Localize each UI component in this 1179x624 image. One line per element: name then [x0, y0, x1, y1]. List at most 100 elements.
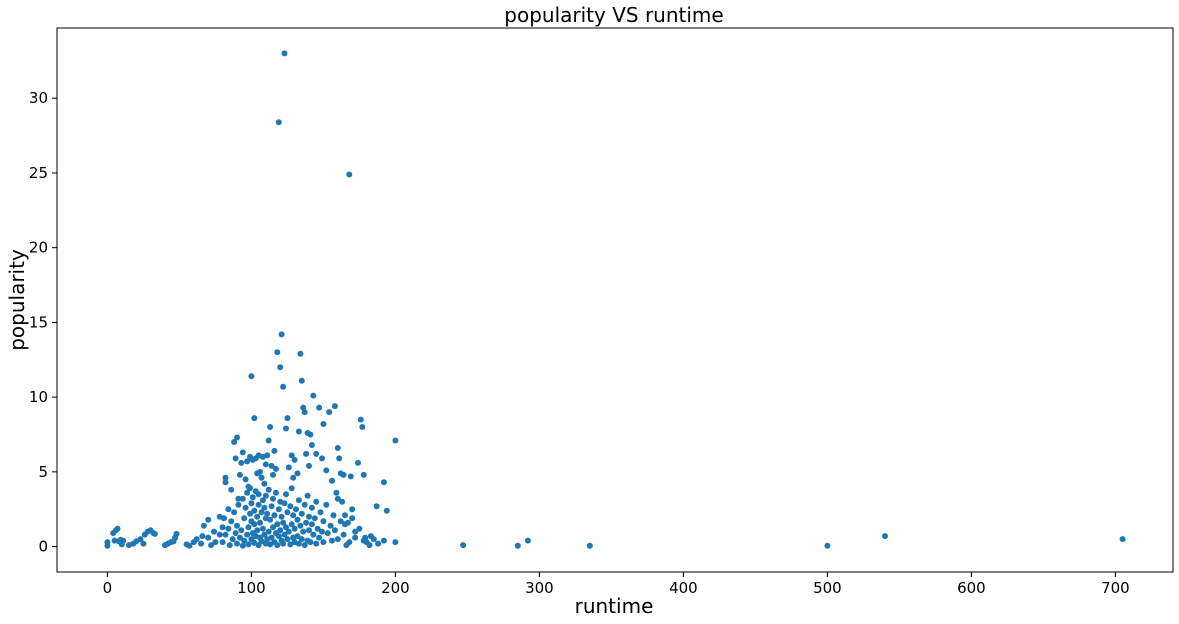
data-point	[239, 542, 246, 549]
data-point	[288, 452, 295, 459]
data-point	[281, 531, 288, 538]
data-point	[265, 437, 272, 444]
data-point	[244, 531, 251, 538]
data-point	[231, 509, 238, 516]
data-point	[248, 500, 255, 507]
data-point	[287, 503, 294, 510]
data-point	[352, 528, 359, 535]
data-point	[304, 492, 311, 499]
data-point	[357, 416, 364, 423]
data-point	[242, 504, 249, 511]
data-point	[235, 495, 242, 502]
data-point	[356, 525, 363, 532]
data-point	[334, 445, 341, 451]
data-point	[229, 536, 236, 543]
data-point	[297, 350, 304, 357]
y-tick-label: 5	[38, 463, 48, 481]
data-point	[320, 421, 327, 427]
data-point	[882, 533, 888, 540]
data-point	[320, 518, 327, 525]
data-point	[225, 525, 232, 532]
data-point	[290, 474, 297, 481]
data-point	[310, 392, 317, 399]
data-point	[280, 519, 287, 526]
data-points	[104, 50, 1126, 549]
data-point	[280, 540, 287, 547]
data-point	[331, 403, 338, 410]
data-point	[323, 467, 330, 474]
data-point	[261, 531, 268, 538]
data-point	[284, 509, 291, 516]
data-point	[294, 533, 301, 540]
data-point	[316, 534, 323, 541]
data-point	[265, 486, 272, 493]
data-point	[283, 491, 289, 498]
data-point	[514, 542, 521, 549]
data-point	[355, 459, 361, 466]
data-point	[301, 542, 308, 549]
data-point	[303, 519, 310, 526]
data-point	[275, 533, 282, 540]
data-point	[255, 501, 262, 508]
y-tick-label: 0	[38, 538, 48, 556]
data-point	[251, 521, 258, 528]
data-point	[239, 449, 246, 456]
data-point	[225, 506, 232, 513]
data-point	[281, 500, 288, 507]
y-axis-label: popularity	[5, 249, 29, 351]
data-point	[317, 509, 324, 516]
data-point	[346, 539, 353, 546]
data-point	[336, 455, 343, 462]
data-point	[334, 495, 341, 502]
data-point	[278, 513, 285, 520]
data-point	[211, 528, 217, 535]
data-point	[257, 519, 263, 526]
data-point	[270, 471, 276, 478]
data-point	[277, 364, 284, 371]
data-point	[255, 491, 262, 498]
data-point	[346, 171, 353, 178]
data-point	[257, 468, 263, 475]
y-axis-ticks: 0 5 10 15 20 25 30	[29, 89, 57, 556]
data-point	[323, 501, 330, 508]
data-point	[281, 50, 288, 57]
data-point	[232, 530, 239, 537]
data-point	[234, 522, 240, 529]
data-point	[275, 119, 282, 126]
data-point	[301, 501, 308, 508]
data-point	[186, 542, 193, 549]
data-point	[140, 540, 147, 547]
data-point	[234, 434, 240, 441]
data-point	[231, 439, 238, 445]
data-point	[308, 504, 315, 511]
data-point	[331, 527, 338, 534]
data-point	[586, 542, 593, 549]
data-point	[268, 462, 275, 469]
data-point	[290, 512, 297, 519]
data-point	[367, 533, 374, 540]
data-point	[271, 512, 278, 519]
data-point	[114, 525, 121, 532]
data-point	[298, 510, 305, 517]
data-point	[226, 542, 233, 549]
data-point	[306, 462, 312, 469]
data-point	[319, 455, 325, 462]
data-point	[308, 442, 315, 448]
x-axis-ticks: 0 100 200 300 400 500 600 700	[103, 572, 1130, 597]
data-point	[222, 531, 229, 538]
data-point	[288, 521, 295, 528]
data-point	[268, 534, 275, 541]
data-point	[193, 536, 200, 543]
data-point	[285, 528, 292, 535]
data-point	[270, 495, 276, 502]
data-point	[313, 540, 320, 547]
data-point	[272, 489, 279, 496]
data-point	[258, 474, 265, 481]
data-point	[234, 540, 240, 547]
data-point	[334, 536, 341, 543]
data-point	[259, 497, 266, 504]
data-point	[288, 485, 295, 492]
data-point	[236, 471, 243, 478]
data-point	[301, 409, 308, 416]
data-point	[307, 431, 314, 438]
